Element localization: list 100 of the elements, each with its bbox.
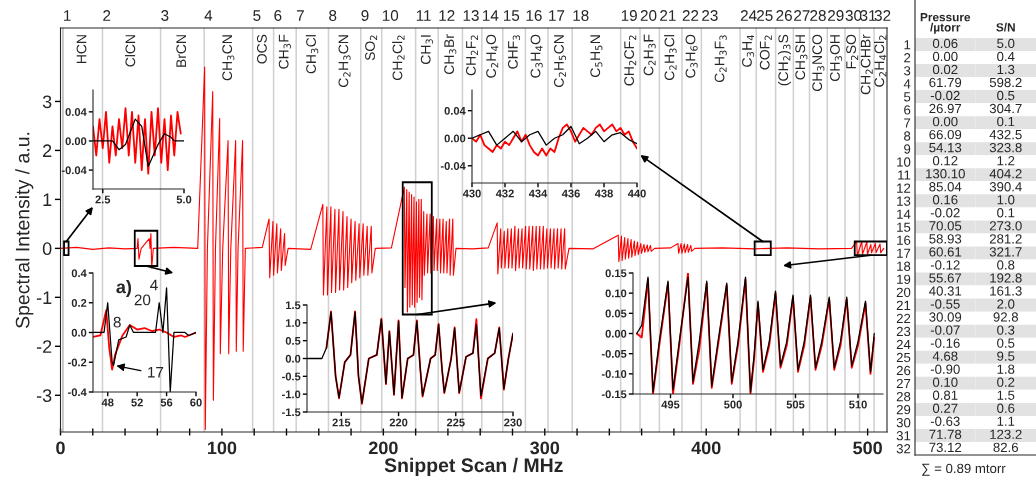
data-label: 30.09 [929, 312, 962, 322]
ref-line-label: C$_{2}$H$_{4}$O [486, 34, 499, 78]
annotation: 8 [113, 316, 121, 328]
y-tick-label: 7 [904, 118, 911, 128]
x-tick-label: 400 [691, 441, 721, 455]
data-label: 0.00 [932, 51, 958, 62]
data-label: -0.12 [930, 260, 960, 270]
text: 8 [329, 10, 337, 21]
data-label: 432.5 [989, 129, 1022, 140]
y-tick-label: -3 [36, 389, 52, 402]
y-axis-title: Spectral Intensity / a.u. [15, 132, 34, 328]
x-tick-label: 430 [462, 189, 481, 198]
data-label: 0.10 [932, 377, 958, 387]
ref-line-label: CH$_{3}$F [278, 34, 291, 69]
data-label: 304.7 [989, 103, 1022, 114]
data-label: -0.63 [930, 416, 960, 426]
y-tick-label: 32 [896, 444, 911, 454]
y-tick-label: -0.15 [601, 390, 627, 399]
data-label: 598.2 [989, 77, 1022, 88]
y-tick-label: -1.0 [282, 390, 301, 399]
ref-line-label: CH$_{3}$Cl [305, 35, 319, 74]
data-label: 60.61 [929, 247, 962, 257]
text: 31 [860, 10, 876, 21]
data-label: -0.02 [930, 208, 960, 218]
y-tick-label: 28 [896, 391, 911, 402]
data-label: -0.02 [930, 90, 960, 101]
data-label: 0.02 [932, 64, 958, 75]
x-axis-title: Snippet Scan / MHz [384, 457, 563, 476]
data-label: 0.5 [997, 90, 1015, 101]
x-tick-label: 220 [389, 418, 408, 427]
data-label: 0.16 [932, 195, 958, 205]
y-tick-label: 15 [897, 222, 911, 232]
y-tick-label: 17 [897, 248, 911, 258]
ref-line-label: CH$_{3}$I [420, 35, 433, 65]
y-tick-label: 24 [896, 339, 911, 350]
ref-line-label: C$_{2}$H$_{4}$Cl$_{2}$ [874, 35, 887, 87]
text: 9 [361, 10, 369, 21]
x-tick-label: 432 [495, 189, 514, 198]
data-label: 54.13 [929, 142, 962, 153]
data-label: 0.8 [997, 260, 1015, 270]
data-label: 1.0 [997, 195, 1015, 205]
text: 19 [621, 10, 637, 21]
text: 16 [526, 10, 542, 21]
y-tick-label: -1 [36, 291, 52, 304]
data-label: 26.97 [929, 103, 962, 114]
data-label: 192.8 [990, 273, 1022, 283]
data-label: 85.04 [929, 182, 962, 192]
data-label: 281.2 [989, 234, 1022, 244]
y-tick-label: 19 [897, 274, 911, 284]
y-tick-label: 1.5 [286, 301, 301, 310]
ref-line-label: C$_{3}$H$_{4}$ [742, 35, 755, 67]
y-tick-label: 0.0 [285, 354, 301, 363]
data-label: 161.3 [990, 286, 1022, 296]
data-label: 82.6 [993, 442, 1019, 453]
y-tick-label: 3 [42, 95, 52, 109]
y-tick-label: 29 [896, 404, 911, 415]
y-tick-label: 0.4 [71, 269, 87, 278]
data-label: 0.4 [997, 51, 1015, 62]
data-label: -0.07 [930, 325, 960, 335]
data-label: 4.68 [932, 351, 958, 361]
x-tick-label: 500 [724, 400, 742, 409]
text: 5 [253, 10, 261, 21]
text: 25 [757, 10, 773, 21]
data-label: 9.5 [997, 351, 1015, 361]
text: 6 [274, 10, 282, 21]
data-label: 0.81 [932, 390, 958, 400]
y-tick-label: 0.00 [444, 134, 466, 143]
x-tick-label: 2.5 [95, 195, 111, 204]
y-tick-label: 25 [896, 352, 911, 363]
y-tick-label: 1 [904, 40, 911, 50]
x-tick-label: 48 [101, 398, 114, 407]
text: 3 [161, 10, 169, 21]
x-tick-label: 500 [853, 441, 882, 455]
data-label: 390.4 [989, 182, 1022, 192]
data-label: 0.5 [997, 338, 1015, 348]
text: 32 [874, 10, 891, 21]
y-tick-label: 0.05 [605, 309, 627, 318]
ref-line-label: C$_{2}$H$_{3}$Cl [664, 35, 677, 81]
ref-line-label: CH$_{3}$Br [444, 34, 457, 75]
ref-line-label: CH$_{3}$NCO [812, 34, 825, 91]
y-tick-label: 2 [904, 53, 911, 63]
y-tick-label: 6 [904, 105, 911, 115]
ref-line-label: HCN [76, 35, 87, 64]
x-tick-label: 510 [849, 400, 867, 409]
y-tick-label: 31 [896, 431, 911, 441]
data-label: 1.2 [997, 156, 1015, 166]
y-tick-label: -0.4 [68, 388, 87, 397]
text: 18 [573, 10, 589, 21]
ref-line-label: ClCN [125, 35, 136, 67]
y-tick-label: 0.5 [285, 336, 301, 345]
data-label: 5.0 [997, 38, 1015, 49]
y-tick-label: 4 [903, 79, 911, 89]
ref-line-label: C$_{2}$H$_{3}$F [643, 34, 656, 76]
data-label: 55.67 [929, 273, 962, 283]
text: 28 [810, 10, 826, 21]
ref-line-label: OCS [256, 34, 267, 64]
x-tick-label: 434 [528, 189, 548, 198]
data-label: 0.1 [997, 116, 1015, 127]
data-label: 66.09 [929, 129, 962, 140]
data-label: 1.1 [997, 416, 1015, 426]
